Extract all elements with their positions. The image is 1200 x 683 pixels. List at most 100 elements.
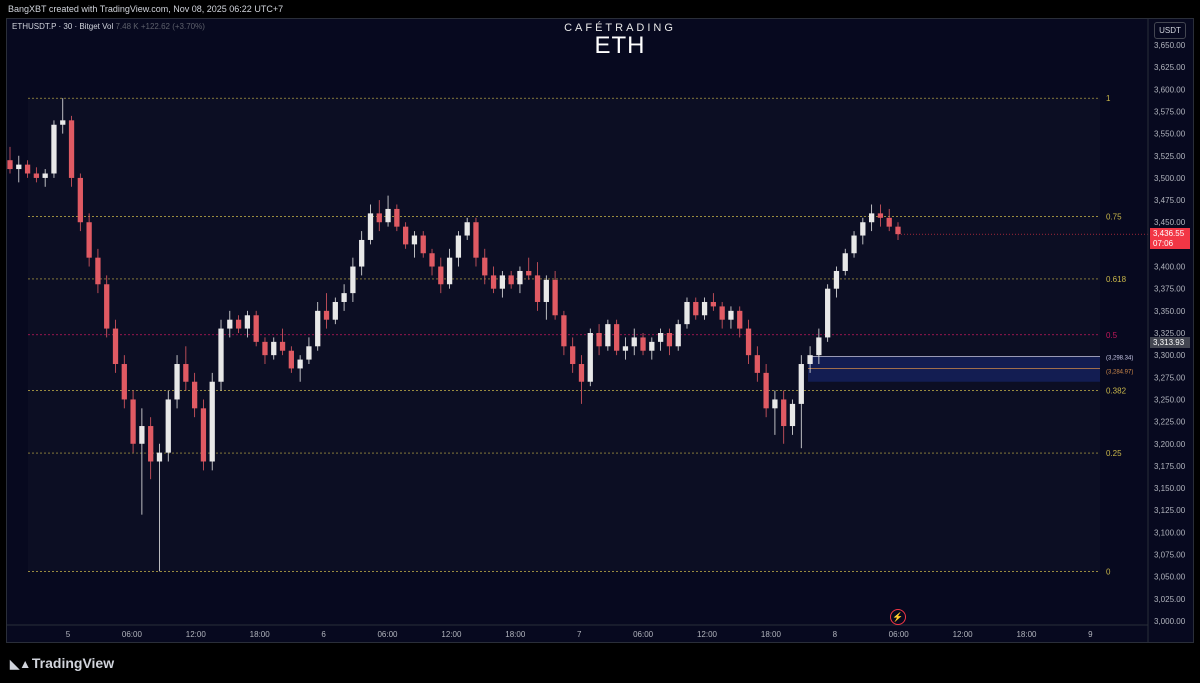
candle-body (42, 173, 48, 178)
candle-body (200, 408, 207, 462)
candle-body (253, 315, 259, 342)
price-tick-label: 3,050.00 (1154, 573, 1186, 582)
candle-body (411, 235, 418, 245)
fib-level-label: 0 (1106, 567, 1111, 576)
fib-level-label: 0.25 (1106, 449, 1122, 458)
candle-body (570, 346, 576, 365)
candle-body (455, 235, 462, 258)
candle-body (271, 341, 277, 356)
price-tick-label: 3,150.00 (1154, 484, 1186, 493)
price-tick-label: 3,100.00 (1154, 528, 1186, 537)
candle-body (16, 164, 22, 170)
price-tick-label: 3,125.00 (1154, 506, 1186, 515)
candle-body (403, 226, 409, 245)
candle-body (534, 275, 541, 302)
price-tick-label: 3,475.00 (1154, 196, 1186, 205)
time-tick-label: 06:00 (377, 630, 398, 639)
price-tick-label: 3,025.00 (1154, 595, 1186, 604)
candle-body (359, 239, 365, 267)
time-tick-label: 12:00 (697, 630, 718, 639)
candle-body (332, 301, 338, 320)
time-tick-label: 5 (66, 630, 71, 639)
candle-body (693, 301, 699, 316)
symbol-name: ETHUSDT.P · 30 · Bitget (12, 22, 100, 31)
tradingview-logo[interactable]: ◣▲ TradingView (10, 655, 114, 671)
candle-body (789, 403, 796, 427)
candle-body (121, 364, 127, 400)
order-block-zone: (3,298.34) (3,284.97) (808, 356, 1133, 382)
candle-body (526, 270, 532, 276)
candle-body (86, 222, 92, 258)
candle-body (675, 324, 681, 347)
price-tick-label: 3,250.00 (1154, 395, 1186, 404)
bar-countdown: 07:06 (1153, 239, 1174, 248)
candle-body (825, 288, 831, 338)
vol-label: Vol (102, 22, 114, 31)
time-tick-label: 06:00 (633, 630, 654, 639)
price-tick-label: 3,200.00 (1154, 440, 1186, 449)
fib-level-label: 0.382 (1106, 387, 1127, 396)
price-tick-label: 3,000.00 (1154, 617, 1186, 626)
currency-button[interactable]: USDT (1154, 22, 1186, 39)
candle-body (816, 337, 822, 356)
candle-body (279, 341, 286, 351)
candle-body (517, 270, 523, 285)
candle-body (860, 222, 866, 236)
candle-body (754, 355, 760, 373)
price-tick-label: 3,300.00 (1154, 351, 1186, 360)
price-tick-label: 3,075.00 (1154, 551, 1186, 560)
candle-body (543, 279, 549, 302)
candle-body (77, 177, 83, 223)
candle-body (781, 399, 787, 427)
candle-body (130, 399, 136, 444)
candle-body (165, 399, 171, 453)
candle-body (728, 310, 734, 320)
zone-lower-label: (3,284.97) (1106, 369, 1133, 375)
last-price: 3,436.55 (1153, 229, 1185, 238)
price-tick-label: 3,500.00 (1154, 174, 1186, 183)
candle-body (235, 319, 242, 329)
candle-body (7, 160, 13, 170)
price-tick-label: 3,275.00 (1154, 373, 1186, 382)
candle-body (763, 372, 769, 409)
price-change: +122.62 (+3.70%) (140, 22, 205, 31)
time-axis: 5 06:00 12:00 18:00 6 06:00 12:00 18:00 7 06:00 12… (6, 624, 1148, 639)
candle-body (649, 341, 655, 351)
candle-body (68, 120, 75, 178)
candle-body (438, 266, 444, 285)
lightning-icon[interactable]: ⚡ (890, 609, 906, 625)
candle-body (614, 324, 620, 351)
candle-body (244, 315, 251, 329)
last-price-tag: 3,436.55 07:06 (1150, 228, 1190, 249)
candle-body (191, 381, 198, 409)
time-tick-label: 06:00 (889, 630, 910, 639)
fib-level-label: 0.5 (1106, 331, 1118, 340)
candle-body (376, 213, 382, 223)
price-tick-label: 3,325.00 (1154, 329, 1186, 338)
time-tick-label: 18:00 (1016, 630, 1037, 639)
candle-body (807, 355, 813, 365)
candle-body (499, 275, 505, 289)
time-tick-label: 18:00 (761, 630, 782, 639)
price-tick-label: 3,600.00 (1154, 85, 1186, 94)
candle-body (60, 120, 66, 125)
candle-body (218, 328, 224, 382)
candle-body (350, 266, 356, 294)
candle-body (429, 253, 435, 267)
price-tick-label: 3,400.00 (1154, 263, 1186, 272)
candle-body (33, 173, 40, 178)
candle-body (851, 235, 857, 254)
candle-body (666, 333, 673, 347)
price-tick-label: 3,575.00 (1154, 107, 1186, 116)
candle-body (772, 399, 778, 409)
chart-caption: BangXBT created with TradingView.com, No… (0, 0, 1200, 18)
price-tick-label: 3,550.00 (1154, 130, 1186, 139)
candle-body (148, 426, 154, 462)
candle-body (341, 293, 347, 302)
zone-box (808, 356, 1100, 382)
candle-body (385, 208, 391, 223)
time-tick-label: 12:00 (441, 630, 462, 639)
candle-body (622, 346, 629, 351)
candle-body (657, 333, 664, 342)
